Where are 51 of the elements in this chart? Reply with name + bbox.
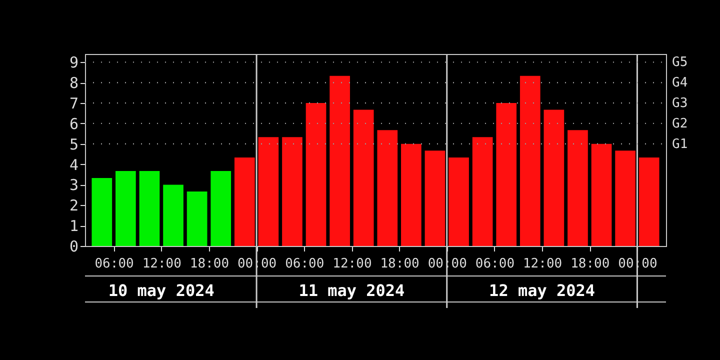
x-tick-label: 12:00	[332, 256, 372, 272]
bar	[92, 178, 112, 246]
bar	[568, 130, 588, 246]
y-tick-label: 0	[69, 238, 78, 256]
ref-line-label: G2	[672, 116, 688, 132]
bar	[139, 171, 160, 246]
y-tick-label: 2	[69, 196, 78, 215]
bar	[306, 103, 326, 246]
bar	[353, 110, 374, 246]
bar	[472, 137, 493, 246]
y-tick-label: 3	[69, 176, 78, 194]
x-tick-label: 06:00	[475, 256, 515, 272]
y-tick-label: 8	[69, 74, 78, 92]
bar	[116, 171, 136, 246]
bar	[424, 150, 446, 246]
bar	[210, 171, 232, 246]
x-tick-label: 18:00	[380, 256, 420, 272]
bar	[520, 76, 540, 246]
x-tick-label: 12:00	[142, 256, 182, 272]
text: 11 may 2024	[298, 281, 405, 300]
bar	[234, 158, 255, 246]
bar	[448, 158, 469, 246]
bar	[330, 76, 350, 246]
x-tick-label: 12:00	[522, 256, 562, 272]
x-tick-label: 18:00	[570, 256, 610, 272]
y-tick-label: 7	[69, 94, 78, 113]
bar	[186, 191, 208, 246]
y-tick-label: 4	[69, 156, 78, 174]
text: 10 may 2024	[108, 281, 214, 300]
y-tick-label: 6	[69, 114, 78, 133]
bar	[282, 137, 302, 246]
y-tick-label: 1	[69, 217, 78, 236]
text: 12 may 2024	[489, 281, 596, 300]
bar	[377, 130, 398, 246]
bar	[163, 184, 184, 246]
x-tick-label: 18:00	[190, 256, 230, 272]
bar	[496, 103, 517, 246]
x-tick-label: 06:00	[285, 256, 324, 272]
bar	[401, 144, 422, 246]
x-tick-label: 06:00	[94, 256, 134, 272]
bar	[638, 158, 660, 246]
ref-line-label: G3	[672, 96, 688, 112]
ref-line-label: G1	[672, 136, 688, 152]
ref-line-label: G4	[672, 76, 688, 91]
ref-line-label: G5	[672, 55, 688, 70]
bar	[544, 110, 564, 246]
y-tick-label: 5	[69, 135, 78, 154]
bar	[615, 150, 636, 246]
bar	[591, 144, 612, 246]
bar	[258, 137, 279, 246]
y-tick-label: 9	[69, 54, 78, 72]
